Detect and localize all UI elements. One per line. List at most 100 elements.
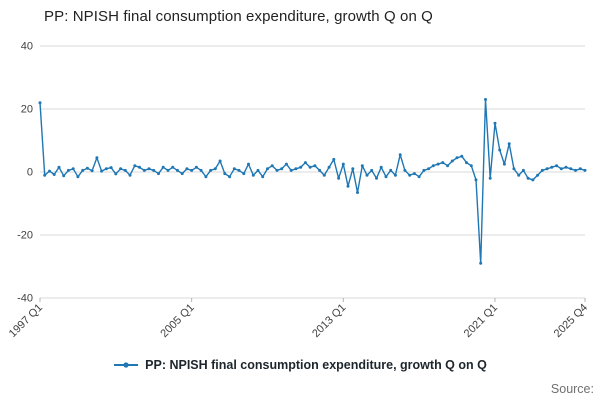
data-point [213, 167, 217, 171]
data-point [123, 168, 127, 172]
data-point [488, 176, 492, 180]
data-point [365, 173, 369, 177]
data-point [545, 167, 549, 171]
data-point [280, 167, 284, 171]
data-point [209, 168, 213, 172]
data-point [180, 172, 184, 176]
data-point [199, 168, 203, 172]
data-point [393, 173, 397, 177]
data-point [484, 98, 487, 101]
data-point [270, 164, 274, 168]
data-point [341, 162, 345, 166]
data-point [389, 168, 393, 172]
data-point [171, 165, 175, 169]
data-point [166, 168, 170, 172]
legend: PP: NPISH final consumption expenditure,… [0, 358, 600, 372]
data-point [242, 172, 246, 176]
data-line [39, 98, 586, 265]
data-point [251, 173, 255, 177]
data-point [469, 164, 473, 168]
data-point [370, 168, 374, 172]
data-point [223, 172, 227, 176]
data-point [384, 175, 388, 179]
data-point [109, 166, 113, 170]
data-point [119, 167, 123, 171]
data-point [114, 172, 118, 176]
data-point [493, 121, 497, 125]
data-point [142, 168, 146, 172]
data-point [190, 168, 194, 172]
data-point [275, 168, 279, 172]
data-point [327, 165, 331, 169]
data-point [147, 167, 151, 171]
data-point [185, 167, 189, 171]
data-point [237, 168, 241, 172]
data-point [427, 167, 431, 171]
data-point [479, 261, 483, 265]
data-point [289, 168, 293, 172]
data-point [346, 184, 350, 188]
data-point [48, 169, 51, 173]
data-point [133, 164, 137, 168]
data-point [294, 167, 298, 171]
data-point [303, 161, 307, 165]
data-point [62, 174, 66, 178]
data-point [85, 166, 89, 170]
data-point [175, 168, 179, 172]
data-point [157, 172, 160, 176]
data-point [247, 162, 250, 166]
data-point [232, 167, 236, 171]
data-point [441, 161, 445, 165]
data-point [256, 168, 260, 172]
data-point [498, 148, 502, 152]
data-point [417, 175, 421, 179]
data-point [337, 176, 341, 180]
y-tick-label: 0 [27, 167, 33, 179]
data-point [76, 175, 80, 179]
x-tick-label: 2013 Q1 [310, 302, 348, 340]
data-point [436, 162, 440, 166]
data-point [100, 169, 104, 173]
y-tick-label: 40 [21, 41, 33, 53]
data-point [138, 165, 141, 169]
data-point [194, 165, 198, 169]
data-point [398, 153, 402, 157]
data-point [517, 173, 521, 177]
x-tick-label: 2025 Q4 [552, 302, 590, 340]
data-point [218, 159, 222, 163]
y-tick-label: -20 [17, 230, 33, 242]
y-tick-label: 20 [21, 104, 33, 116]
data-point [57, 165, 61, 169]
data-point [90, 169, 94, 173]
y-tick-label: -40 [17, 293, 33, 305]
data-point [507, 142, 511, 146]
data-point [526, 176, 530, 180]
data-point [408, 173, 412, 177]
data-point [128, 173, 132, 177]
data-point [299, 165, 303, 169]
chart-title: PP: NPISH final consumption expenditure,… [44, 8, 433, 25]
data-point [313, 164, 317, 168]
data-point [569, 167, 573, 171]
data-point [322, 173, 326, 177]
data-point [332, 157, 336, 161]
data-point [403, 168, 407, 172]
data-point [502, 162, 506, 166]
data-point [375, 176, 378, 180]
data-point [564, 165, 568, 169]
data-point [531, 178, 535, 182]
data-point [555, 164, 559, 168]
data-point [521, 168, 525, 172]
data-point [351, 167, 355, 171]
data-point [574, 168, 577, 172]
data-point [550, 165, 554, 169]
data-point [284, 162, 288, 166]
data-point [152, 168, 156, 172]
data-point [95, 156, 99, 160]
data-point [460, 154, 464, 158]
data-point [104, 167, 108, 171]
data-point [578, 167, 582, 171]
data-point [379, 165, 383, 169]
data-point [81, 168, 85, 172]
